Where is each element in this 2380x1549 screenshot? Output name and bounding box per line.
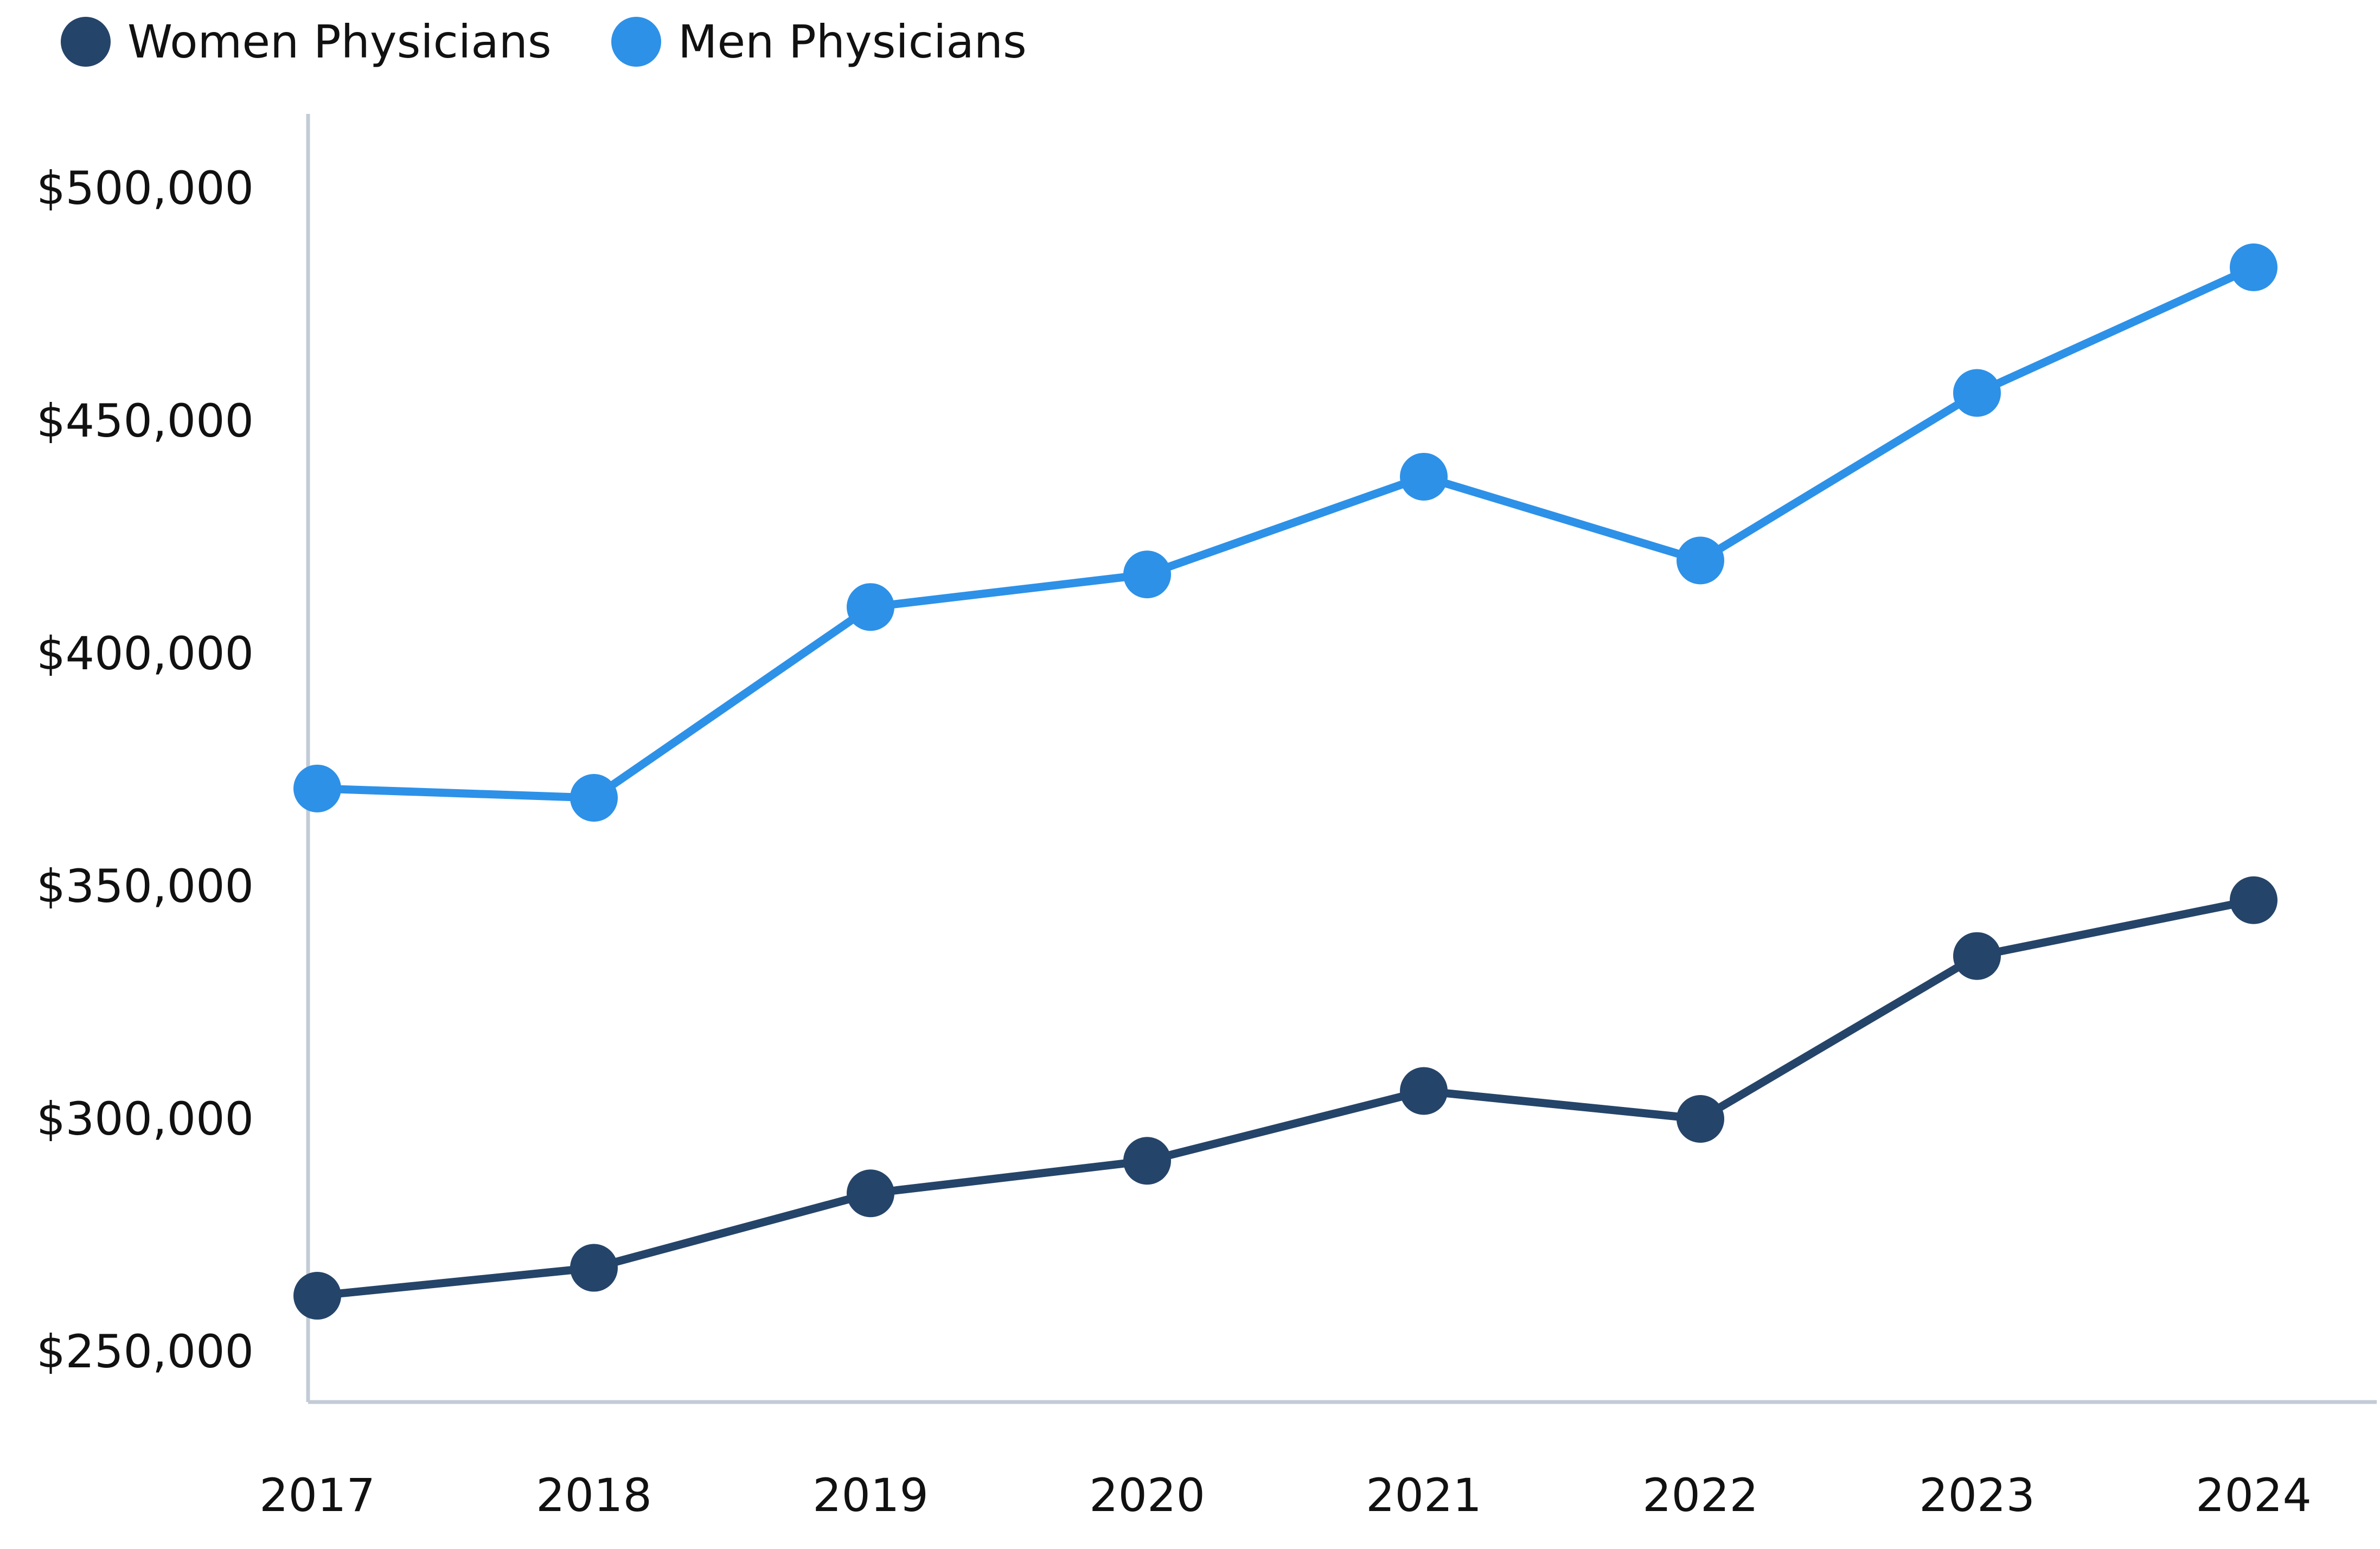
data-point (1123, 1137, 1171, 1185)
x-tick-label: 2017 (259, 1469, 375, 1522)
data-point (1677, 1095, 1724, 1143)
series-group (293, 243, 2277, 1320)
data-point (1123, 551, 1171, 599)
data-point (570, 773, 618, 822)
data-point (293, 764, 341, 812)
x-tick-label: 2019 (812, 1469, 929, 1522)
data-point (847, 1169, 894, 1218)
data-point (2230, 243, 2277, 291)
data-point (293, 1272, 341, 1320)
data-point (1400, 1067, 1448, 1115)
legend: Women Physicians Men Physicians (61, 15, 1027, 68)
data-point (847, 583, 894, 631)
y-tick-label: $500,000 (36, 162, 254, 215)
y-tick-labels: $250,000 $300,000 $350,000 $400,000 $450,000… (36, 162, 254, 1378)
legend-item: Men Physicians (611, 15, 1027, 68)
x-tick-label: 2023 (1919, 1469, 2035, 1522)
y-tick-label: $400,000 (36, 627, 254, 680)
data-point (1400, 452, 1448, 501)
x-tick-label: 2022 (1642, 1469, 1758, 1522)
x-tick-label: 2024 (2196, 1469, 2312, 1522)
series-line (313, 263, 2258, 802)
x-tick-label: 2021 (1366, 1469, 1482, 1522)
y-tick-label: $450,000 (36, 394, 254, 447)
data-point (1953, 369, 2001, 417)
legend-label: Men Physicians (678, 15, 1027, 68)
data-point (1677, 536, 1724, 585)
y-tick-label: $250,000 (36, 1325, 254, 1378)
y-tick-label: $350,000 (36, 860, 254, 913)
data-point (570, 1244, 618, 1292)
data-point (2230, 876, 2277, 924)
axes (306, 114, 2377, 1404)
data-point (1953, 932, 2001, 980)
legend-label: Women Physicians (127, 15, 552, 68)
y-tick-label: $300,000 (36, 1092, 254, 1145)
x-tick-label: 2020 (1089, 1469, 1205, 1522)
x-tick-label: 2018 (536, 1469, 652, 1522)
legend-item: Women Physicians (61, 15, 552, 68)
series-women-physicians (293, 876, 2277, 1320)
series-line (313, 896, 2258, 1300)
x-tick-labels: 2017 2018 2019 2020 2021 2022 2023 2024 (259, 1469, 2312, 1522)
legend-marker (611, 17, 661, 67)
legend-marker (61, 17, 111, 67)
series-men-physicians (293, 243, 2277, 822)
